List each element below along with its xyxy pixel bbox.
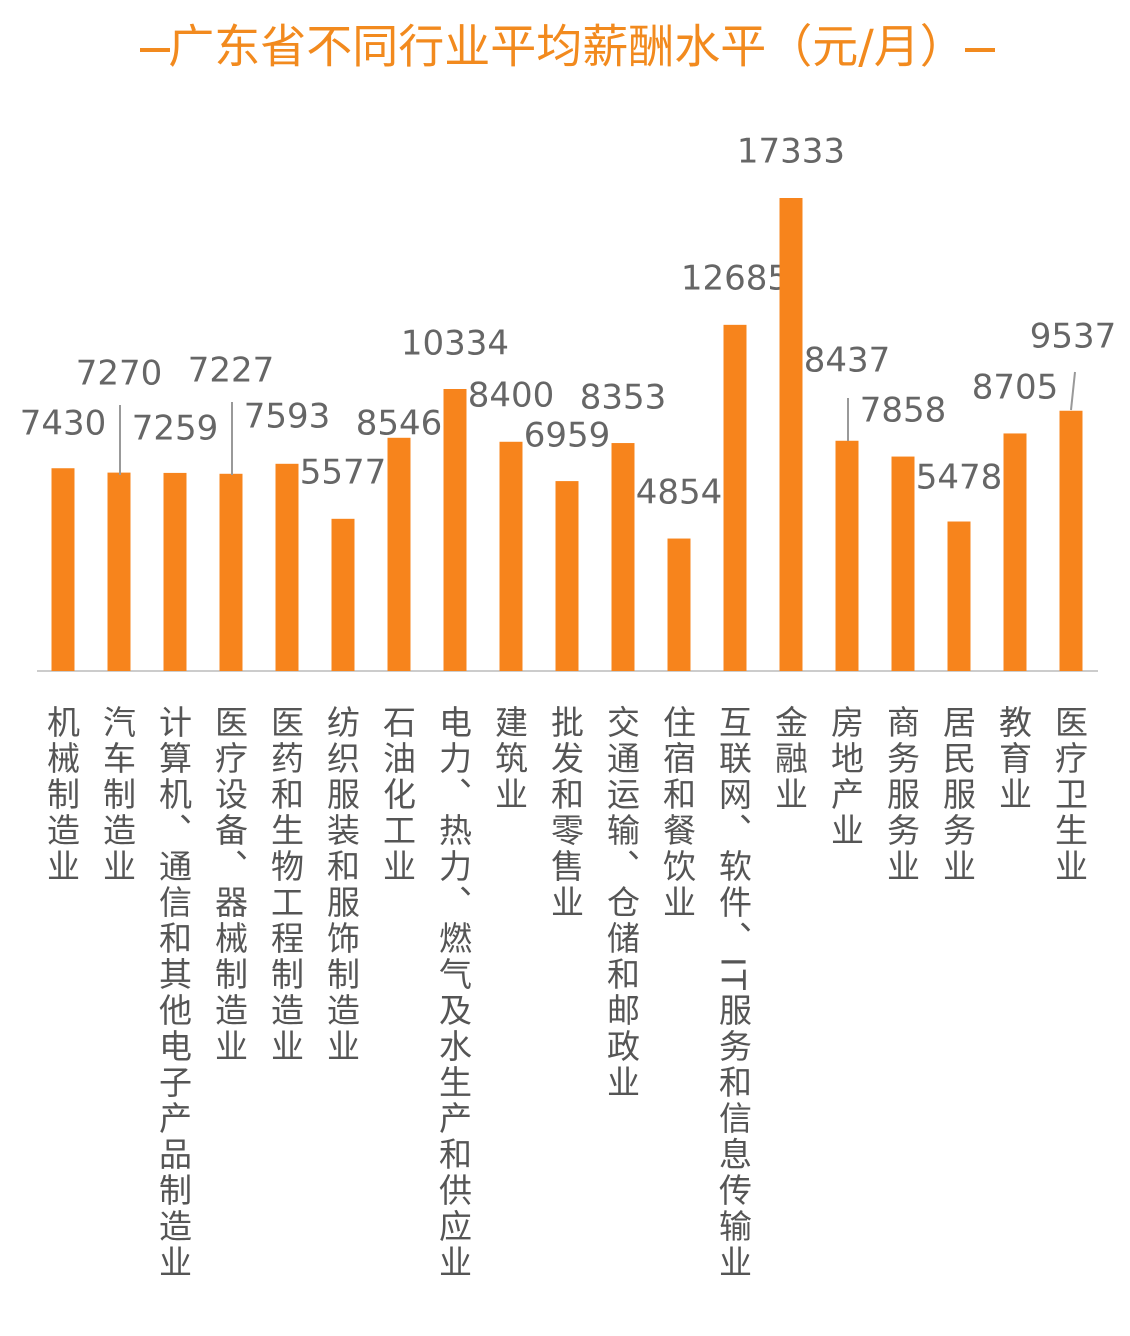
value-label: 4854	[636, 473, 723, 513]
bar	[667, 538, 691, 671]
value-label: 10334	[401, 324, 509, 364]
category-label: 汽车制造业	[98, 705, 137, 885]
category-label: 计算机、通信和其他电子产品制造业	[154, 705, 193, 1281]
value-label: 7227	[188, 351, 275, 391]
category-label: 医疗卫生业	[1050, 705, 1089, 885]
bar	[947, 521, 971, 671]
leader-line	[1070, 371, 1076, 411]
bar	[499, 441, 523, 671]
value-label: 5577	[300, 453, 387, 493]
category-label: 石油化工业	[378, 705, 417, 885]
category-label: 住宿和餐饮业	[658, 705, 697, 921]
bar	[163, 472, 187, 671]
bar	[555, 481, 579, 671]
value-label: 8437	[804, 341, 891, 381]
bar	[331, 518, 355, 671]
value-label: 7593	[244, 397, 331, 437]
chart-title: 广东省不同行业平均薪酬水平（元/月）	[168, 20, 966, 74]
value-label: 8546	[356, 404, 443, 444]
category-label: 商务服务业	[882, 705, 921, 885]
category-label: 机械制造业	[42, 705, 81, 885]
value-label: 8353	[580, 378, 667, 418]
bar	[275, 463, 299, 671]
value-label: 9537	[1030, 317, 1117, 357]
value-label: 7858	[860, 391, 947, 431]
value-label: 6959	[524, 416, 611, 456]
bar	[107, 472, 131, 671]
value-label: 8705	[972, 368, 1059, 408]
category-label: 互联网、软件、IT服务和信息传输业	[714, 705, 753, 1281]
bar	[1059, 410, 1083, 671]
value-label: 12685	[681, 259, 789, 299]
bar	[443, 388, 467, 671]
category-label: 电力、热力、燃气及水生产和供应业	[434, 705, 473, 1281]
category-label: 医药和生物工程制造业	[266, 705, 305, 1065]
value-label: 7430	[20, 404, 107, 444]
value-label: 5478	[916, 458, 1003, 498]
bar	[779, 198, 803, 671]
category-label: 批发和零售业	[546, 705, 585, 921]
bar	[51, 468, 75, 671]
bar	[723, 324, 747, 671]
value-label: 7259	[132, 409, 219, 449]
bar	[1003, 433, 1027, 671]
bar	[611, 443, 635, 671]
bar	[891, 456, 915, 671]
bar	[387, 437, 411, 671]
category-label: 建筑业	[490, 705, 529, 813]
category-label: 金融业	[770, 705, 809, 813]
category-label: 房地产业	[826, 705, 865, 849]
bar	[835, 440, 859, 671]
value-label: 17333	[737, 132, 845, 172]
category-label: 交通运输、仓储和邮政业	[602, 705, 641, 1101]
category-label: 教育业	[994, 705, 1033, 813]
category-label: 纺织服装和服饰制造业	[322, 705, 361, 1065]
bar	[219, 473, 243, 671]
value-label: 8400	[468, 376, 555, 416]
value-label: 7270	[76, 354, 163, 394]
category-label: 医疗设备、器械制造业	[210, 705, 249, 1065]
category-label: 居民服务业	[938, 705, 977, 885]
